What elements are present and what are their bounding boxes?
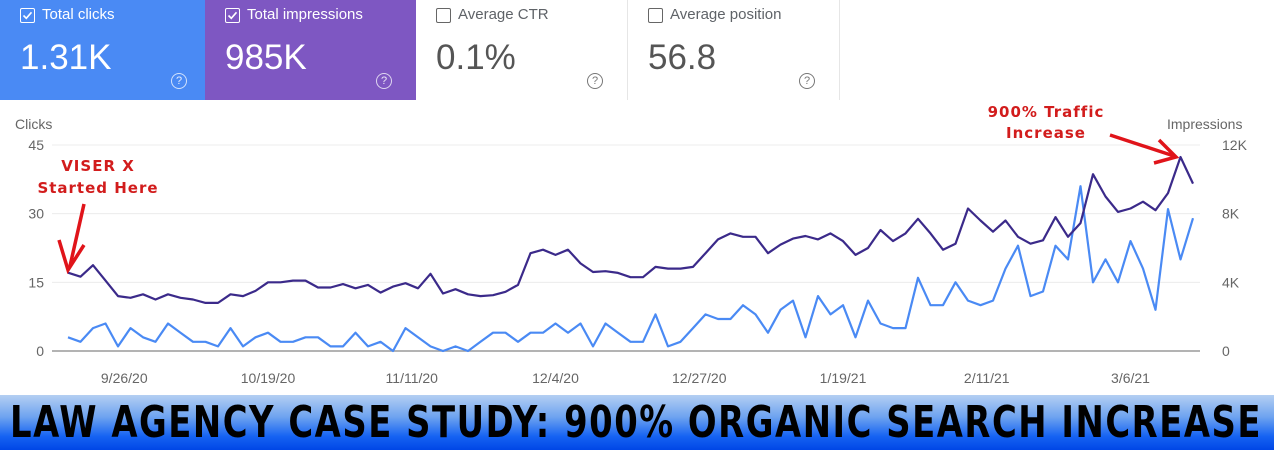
card-value: 985K bbox=[225, 38, 307, 77]
x-tick: 2/11/21 bbox=[964, 370, 1010, 386]
series-line-clicks bbox=[67, 185, 1195, 353]
checkbox-unchecked-icon[interactable] bbox=[648, 8, 663, 23]
y-tick-right: 0 bbox=[1222, 343, 1230, 359]
annotation-peak-line2: Increase bbox=[1006, 124, 1086, 142]
card-value: 0.1% bbox=[436, 38, 516, 77]
card-total-clicks[interactable]: Total clicks 1.31K ? bbox=[0, 0, 205, 100]
question-circle-icon[interactable]: ? bbox=[587, 73, 603, 89]
question-circle-icon[interactable]: ? bbox=[376, 73, 392, 89]
y-tick-right: 12K bbox=[1222, 137, 1248, 153]
annotation-peak-line1: 900% Traffic bbox=[988, 103, 1105, 121]
question-circle-icon[interactable]: ? bbox=[799, 73, 815, 89]
card-average-ctr[interactable]: Average CTR 0.1% ? bbox=[416, 0, 628, 100]
x-tick: 12/4/20 bbox=[532, 370, 579, 386]
y-axis-title-right: Impressions bbox=[1167, 116, 1242, 132]
banner-title: LAW AGENCY CASE STUDY: 900% ORGANIC SEAR… bbox=[10, 397, 1262, 448]
annotation-start-line1: VISER X bbox=[61, 157, 135, 175]
card-value: 56.8 bbox=[648, 38, 717, 77]
red-arrow-icon bbox=[57, 203, 86, 275]
y-axis-title-left: Clicks bbox=[15, 116, 52, 132]
case-study-banner: LAW AGENCY CASE STUDY: 900% ORGANIC SEAR… bbox=[0, 395, 1274, 450]
checkbox-checked-icon[interactable] bbox=[225, 8, 240, 23]
card-label: Total clicks bbox=[42, 6, 115, 23]
card-label: Average position bbox=[670, 6, 782, 23]
x-tick: 12/27/20 bbox=[672, 370, 727, 386]
card-total-impressions[interactable]: Total impressions 985K ? bbox=[205, 0, 416, 100]
x-tick: 1/19/21 bbox=[820, 370, 867, 386]
checkbox-unchecked-icon[interactable] bbox=[436, 8, 451, 23]
annotation-start-line2: Started Here bbox=[37, 179, 158, 197]
y-tick-left: 15 bbox=[28, 274, 44, 290]
series-line-impressions bbox=[67, 155, 1194, 304]
question-circle-icon[interactable]: ? bbox=[171, 73, 187, 89]
annotation-start: VISER X Started Here bbox=[37, 157, 158, 275]
x-tick: 9/26/20 bbox=[101, 370, 148, 386]
card-average-position[interactable]: Average position 56.8 ? bbox=[628, 0, 840, 100]
y-tick-left: 30 bbox=[28, 206, 44, 222]
x-tick: 11/11/20 bbox=[386, 370, 439, 386]
annotation-peak: 900% Traffic Increase bbox=[988, 103, 1180, 165]
card-value: 1.31K bbox=[20, 38, 112, 77]
checkbox-checked-icon[interactable] bbox=[20, 8, 35, 23]
y-tick-left: 45 bbox=[28, 137, 44, 153]
performance-chart: Clicks Impressions 0 15 30 45 0 4K 8K 12K 9/26… bbox=[15, 103, 1248, 386]
card-label: Average CTR bbox=[458, 6, 549, 23]
x-tick: 10/19/20 bbox=[241, 370, 296, 386]
y-tick-right: 8K bbox=[1222, 206, 1240, 222]
card-label: Total impressions bbox=[247, 6, 363, 23]
x-tick: 3/6/21 bbox=[1111, 370, 1150, 386]
y-tick-right: 4K bbox=[1222, 274, 1240, 290]
y-tick-left: 0 bbox=[36, 343, 44, 359]
red-arrow-icon bbox=[1109, 133, 1180, 165]
